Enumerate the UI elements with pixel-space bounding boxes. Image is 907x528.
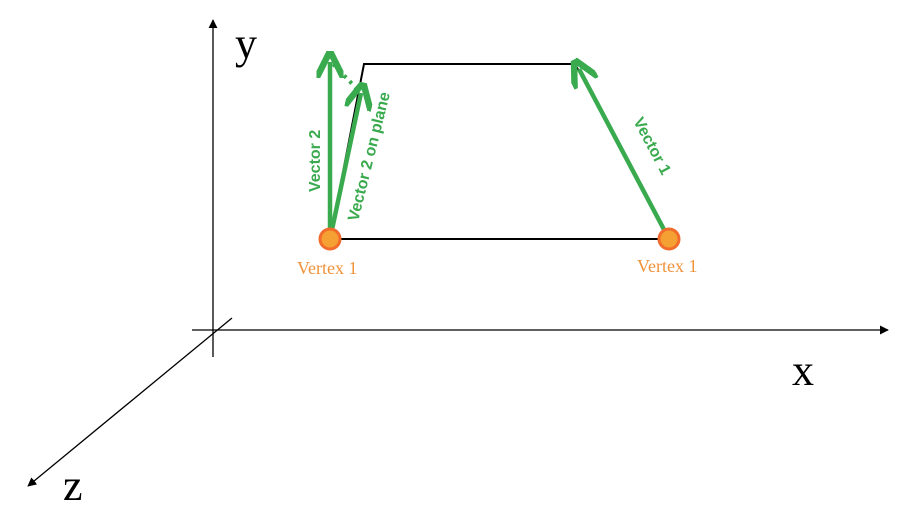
plane-trapezoid xyxy=(328,63,671,240)
vector-2-on-plane-arrow xyxy=(327,93,361,240)
vector-1-arrow xyxy=(579,69,671,241)
vector-2-on-plane-label: Vector 2 on plane xyxy=(345,90,394,223)
z-axis-label: z xyxy=(63,461,83,510)
vector-2-label: Vector 2 xyxy=(307,130,324,192)
vertex-1-right-marker xyxy=(657,227,681,251)
vertex-1-left-marker xyxy=(318,227,342,251)
vector-1-label: Vector 1 xyxy=(629,115,673,178)
vertex-1-left-label: Vertex 1 xyxy=(297,258,357,278)
x-axis-label: x xyxy=(792,346,814,395)
z-axis xyxy=(27,317,233,487)
projection-dotted-line xyxy=(331,62,362,94)
vertex-1-right-label: Vertex 1 xyxy=(637,256,697,276)
y-axis-label: y xyxy=(235,19,257,68)
